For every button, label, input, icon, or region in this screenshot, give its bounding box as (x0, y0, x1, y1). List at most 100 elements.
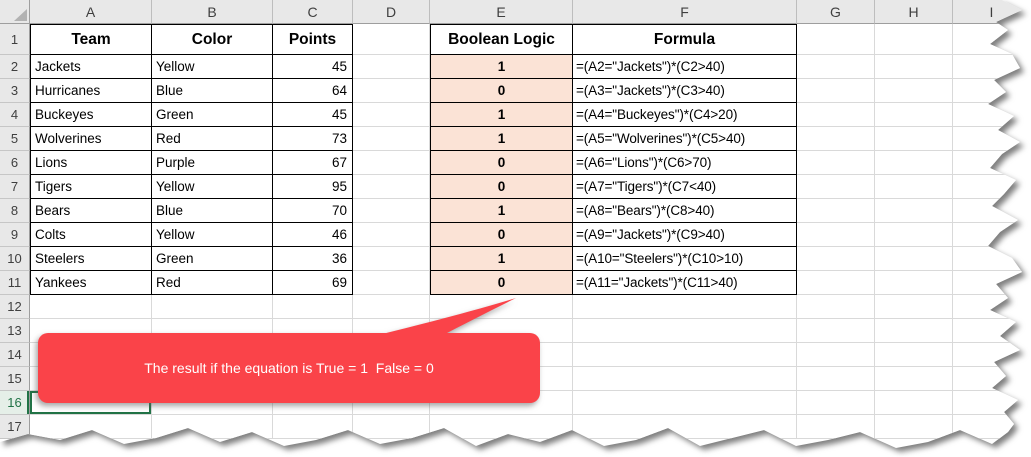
cell-C1[interactable]: Points (273, 24, 353, 55)
row-header-2[interactable]: 2 (0, 55, 30, 79)
cell-G10[interactable] (797, 247, 875, 271)
cell-H4[interactable] (875, 103, 953, 127)
cell-E13[interactable] (430, 319, 573, 343)
row-header-15[interactable]: 15 (0, 367, 30, 391)
cell-F17[interactable] (573, 415, 797, 439)
cell-A2[interactable]: Jackets (30, 55, 152, 79)
cell-G13[interactable] (797, 319, 875, 343)
cell-B7[interactable]: Yellow (152, 175, 273, 199)
cell-F4[interactable]: =(A4="Buckeyes")*(C4>20) (573, 103, 797, 127)
cell-G2[interactable] (797, 55, 875, 79)
cell-B17[interactable] (152, 415, 273, 439)
cell-H11[interactable] (875, 271, 953, 295)
cell-A7[interactable]: Tigers (30, 175, 152, 199)
row-header-8[interactable]: 8 (0, 199, 30, 223)
cell-A4[interactable]: Buckeyes (30, 103, 152, 127)
cell-D5[interactable] (353, 127, 430, 151)
cell-G11[interactable] (797, 271, 875, 295)
cell-E17[interactable] (430, 415, 573, 439)
cell-B5[interactable]: Red (152, 127, 273, 151)
cell-C11[interactable]: 69 (273, 271, 353, 295)
cell-C5[interactable]: 73 (273, 127, 353, 151)
cell-D2[interactable] (353, 55, 430, 79)
cell-G16[interactable] (797, 391, 875, 415)
cell-B9[interactable]: Yellow (152, 223, 273, 247)
cell-F16[interactable] (573, 391, 797, 415)
cell-F12[interactable] (573, 295, 797, 319)
cell-C15[interactable] (273, 367, 353, 391)
column-header-B[interactable]: B (152, 0, 273, 24)
cell-B11[interactable]: Red (152, 271, 273, 295)
cell-A15[interactable] (30, 367, 152, 391)
cell-B10[interactable]: Green (152, 247, 273, 271)
cell-I14[interactable] (953, 343, 1022, 367)
cell-B4[interactable]: Green (152, 103, 273, 127)
cell-E6[interactable]: 0 (430, 151, 573, 175)
cell-G6[interactable] (797, 151, 875, 175)
cell-C17[interactable] (273, 415, 353, 439)
column-header-H[interactable]: H (875, 0, 953, 24)
cell-E9[interactable]: 0 (430, 223, 573, 247)
cell-H9[interactable] (875, 223, 953, 247)
cell-E12[interactable] (430, 295, 573, 319)
cell-G12[interactable] (797, 295, 875, 319)
cell-B14[interactable] (152, 343, 273, 367)
cell-B15[interactable] (152, 367, 273, 391)
cell-B6[interactable]: Purple (152, 151, 273, 175)
cell-B13[interactable] (152, 319, 273, 343)
cell-A13[interactable] (30, 319, 152, 343)
cell-E5[interactable]: 1 (430, 127, 573, 151)
cell-G14[interactable] (797, 343, 875, 367)
row-header-3[interactable]: 3 (0, 79, 30, 103)
cell-I5[interactable] (953, 127, 1022, 151)
cell-H8[interactable] (875, 199, 953, 223)
cell-D17[interactable] (353, 415, 430, 439)
column-header-F[interactable]: F (573, 0, 797, 24)
row-header-1[interactable]: 1 (0, 24, 30, 55)
cell-D6[interactable] (353, 151, 430, 175)
cell-H2[interactable] (875, 55, 953, 79)
cell-E7[interactable]: 0 (430, 175, 573, 199)
cell-F7[interactable]: =(A7="Tigers")*(C7<40) (573, 175, 797, 199)
cell-D1[interactable] (353, 24, 430, 55)
cell-E8[interactable]: 1 (430, 199, 573, 223)
cell-G5[interactable] (797, 127, 875, 151)
cell-G17[interactable] (797, 415, 875, 439)
column-header-D[interactable]: D (353, 0, 430, 24)
column-header-A[interactable]: A (30, 0, 152, 24)
cell-A3[interactable]: Hurricanes (30, 79, 152, 103)
cell-H17[interactable] (875, 415, 953, 439)
cell-I16[interactable] (953, 391, 1022, 415)
column-header-G[interactable]: G (797, 0, 875, 24)
row-header-9[interactable]: 9 (0, 223, 30, 247)
cell-H14[interactable] (875, 343, 953, 367)
cell-D10[interactable] (353, 247, 430, 271)
cell-A17[interactable] (30, 415, 152, 439)
cell-H6[interactable] (875, 151, 953, 175)
cell-I10[interactable] (953, 247, 1022, 271)
cell-A11[interactable]: Yankees (30, 271, 152, 295)
row-header-14[interactable]: 14 (0, 343, 30, 367)
cell-G1[interactable] (797, 24, 875, 55)
cell-E11[interactable]: 0 (430, 271, 573, 295)
cell-D9[interactable] (353, 223, 430, 247)
cell-C7[interactable]: 95 (273, 175, 353, 199)
cell-D11[interactable] (353, 271, 430, 295)
cell-H10[interactable] (875, 247, 953, 271)
cell-E1[interactable]: Boolean Logic (430, 24, 573, 55)
row-header-7[interactable]: 7 (0, 175, 30, 199)
row-header-13[interactable]: 13 (0, 319, 30, 343)
cell-E4[interactable]: 1 (430, 103, 573, 127)
cell-C10[interactable]: 36 (273, 247, 353, 271)
cell-C12[interactable] (273, 295, 353, 319)
cell-E14[interactable] (430, 343, 573, 367)
cell-D3[interactable] (353, 79, 430, 103)
cell-C2[interactable]: 45 (273, 55, 353, 79)
cell-A8[interactable]: Bears (30, 199, 152, 223)
cell-F6[interactable]: =(A6="Lions")*(C6>70) (573, 151, 797, 175)
cell-G4[interactable] (797, 103, 875, 127)
cell-A12[interactable] (30, 295, 152, 319)
cell-I8[interactable] (953, 199, 1022, 223)
cell-D16[interactable] (353, 391, 430, 415)
cell-A6[interactable]: Lions (30, 151, 152, 175)
